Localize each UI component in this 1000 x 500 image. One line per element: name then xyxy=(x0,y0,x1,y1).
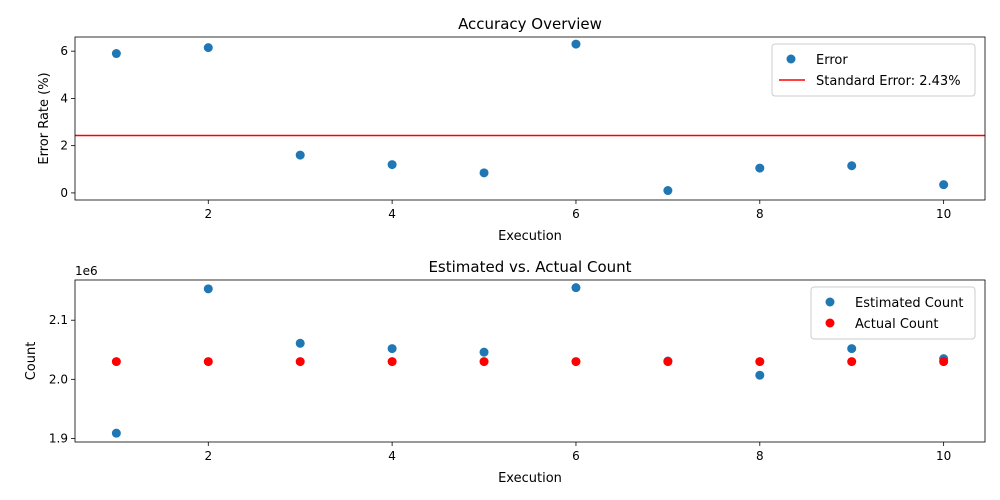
chart2-actual-count-point xyxy=(663,357,673,367)
chart1-legend-marker xyxy=(786,54,796,64)
chart2-title: Estimated vs. Actual Count xyxy=(428,258,631,276)
chart2-actual-count-point xyxy=(479,357,489,367)
chart1-error-point xyxy=(939,180,949,190)
chart2-estimated-count-point xyxy=(295,338,305,348)
chart2-ylabel: Count xyxy=(24,342,39,381)
chart1-legend: Error Standard Error: 2.43% xyxy=(771,43,976,97)
chart2-offset-label: 1e6 xyxy=(75,264,98,278)
chart1-ytick-label: 6 xyxy=(60,44,68,58)
chart1-legend-label: Standard Error: 2.43% xyxy=(816,74,961,89)
chart1-error-point xyxy=(755,163,765,173)
chart1-xtick-label: 4 xyxy=(388,207,396,221)
chart2-estimated-count-point xyxy=(479,347,489,357)
chart2-actual-count-point xyxy=(571,357,581,367)
chart2-xlabel: Execution xyxy=(498,471,562,486)
chart1-legend-label: Error xyxy=(816,53,848,68)
chart2-actual-count-point xyxy=(847,357,857,367)
chart2-axes-frame xyxy=(74,279,986,443)
chart1-ytick-label: 4 xyxy=(60,91,68,105)
chart2-legend-marker xyxy=(825,318,835,328)
chart2-legend-label: Actual Count xyxy=(855,317,938,332)
chart1-ylabel: Error Rate (%) xyxy=(37,72,52,164)
chart1-axes-frame xyxy=(74,36,986,201)
chart1: Accuracy Overview 2 4 6 8 10 0 2 4 6 Execution Erro… xyxy=(37,15,986,244)
chart1-ytick-label: 0 xyxy=(60,186,68,200)
chart1-error-point xyxy=(111,49,121,59)
chart2-xtick-label: 6 xyxy=(572,449,580,463)
chart1-error-point xyxy=(203,43,213,53)
chart1-xtick-label: 10 xyxy=(936,207,951,221)
chart2-legend-box xyxy=(810,286,976,340)
chart1-xtick-label: 8 xyxy=(756,207,764,221)
chart1-ytick-label: 2 xyxy=(60,139,68,153)
chart1-xtick-label: 2 xyxy=(204,207,212,221)
chart2-estimated-count-point xyxy=(571,283,581,293)
chart2-estimated-count-point xyxy=(755,370,765,380)
chart2-xtick-label: 2 xyxy=(204,449,212,463)
chart2: Estimated vs. Actual Count 1e6 2 4 6 8 10 1.9 2.… xyxy=(24,258,986,486)
chart2-estimated-count-point xyxy=(203,284,213,294)
chart1-xtick-label: 6 xyxy=(572,207,580,221)
chart2-estimated-count-point xyxy=(387,344,397,354)
chart2-xtick-label: 10 xyxy=(936,449,951,463)
chart1-error-point xyxy=(571,39,581,49)
chart2-ytick-label: 2.1 xyxy=(49,313,68,327)
chart2-legend: Estimated Count Actual Count xyxy=(810,286,976,340)
chart1-error-point xyxy=(663,186,673,196)
chart2-ytick-label: 2.0 xyxy=(49,372,68,386)
chart2-actual-count-point xyxy=(295,357,305,367)
chart2-actual-count-point xyxy=(755,357,765,367)
chart1-legend-box xyxy=(771,43,976,97)
chart1-title: Accuracy Overview xyxy=(458,15,602,33)
chart2-ytick-label: 1.9 xyxy=(49,431,68,445)
chart2-actual-count-point xyxy=(111,357,121,367)
chart2-actual-count-point xyxy=(939,357,949,367)
chart1-error-point xyxy=(847,161,857,171)
chart2-xtick-label: 8 xyxy=(756,449,764,463)
chart2-estimated-count-point xyxy=(847,344,857,354)
chart1-xlabel: Execution xyxy=(498,229,562,244)
chart1-error-point xyxy=(295,150,305,160)
chart2-legend-marker xyxy=(825,297,835,307)
chart2-legend-label: Estimated Count xyxy=(855,296,963,311)
chart2-actual-count-point xyxy=(203,357,213,367)
chart1-error-point xyxy=(479,168,489,178)
chart2-xtick-label: 4 xyxy=(388,449,396,463)
chart1-error-point xyxy=(387,160,397,170)
chart2-estimated-count-point xyxy=(111,428,121,438)
chart2-actual-count-point xyxy=(387,357,397,367)
